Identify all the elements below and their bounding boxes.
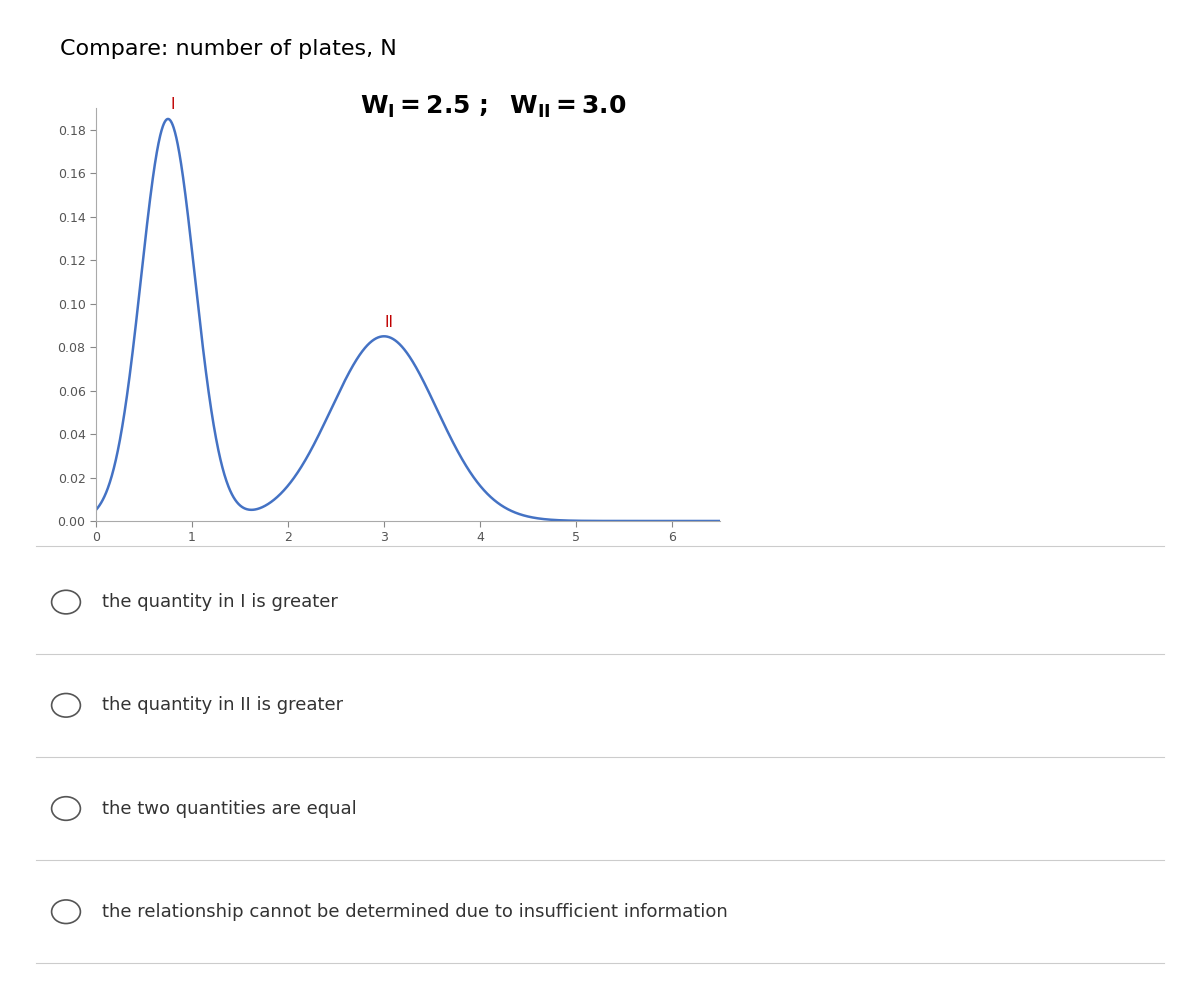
Text: $\mathbf{W_I = 2.5}$$\mathbf{\ ; \ \ W_{II} = 3.0}$: $\mathbf{W_I = 2.5}$$\mathbf{\ ; \ \ W_{… [360, 93, 626, 120]
Text: the quantity in II is greater: the quantity in II is greater [102, 696, 343, 715]
Text: I: I [170, 97, 175, 112]
Text: the two quantities are equal: the two quantities are equal [102, 799, 356, 818]
Text: the quantity in I is greater: the quantity in I is greater [102, 593, 338, 611]
Text: II: II [384, 315, 394, 329]
Text: the relationship cannot be determined due to insufficient information: the relationship cannot be determined du… [102, 902, 727, 921]
Text: Compare: number of plates, N: Compare: number of plates, N [60, 39, 397, 59]
